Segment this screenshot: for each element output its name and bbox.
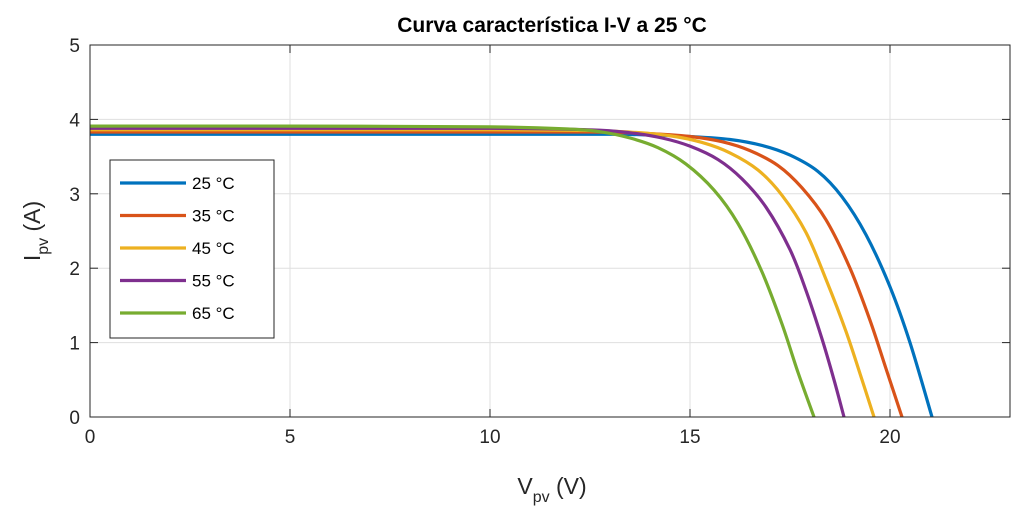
- legend-label-1: 25 °C: [192, 174, 235, 193]
- plot-frame: [89, 44, 1011, 418]
- y-tick-label: 3: [69, 185, 80, 206]
- y-tick-label: 0: [69, 408, 80, 429]
- legend-label-3: 45 °C: [192, 239, 235, 258]
- x-axis-label-main: V: [517, 473, 533, 499]
- x-tick-label: 20: [879, 427, 900, 448]
- y-axis-label-sub: pv: [35, 238, 52, 255]
- x-axis-label: Vpv (V): [517, 473, 586, 506]
- legend-label-4: 55 °C: [192, 272, 235, 291]
- series-line-5: [89, 124, 816, 418]
- chart-title: Curva característica I-V a 25 °C: [397, 14, 707, 37]
- x-axis-label-sub: pv: [533, 489, 550, 506]
- tick-labels: 0 5 10 15 20 0 1 2 3 4 5: [69, 36, 900, 448]
- y-tick-label: 2: [69, 259, 80, 280]
- y-axis-label-main: I: [19, 255, 45, 261]
- x-tick-label: 15: [679, 427, 700, 448]
- legend-label-5: 65 °C: [192, 304, 235, 323]
- y-tick-label: 4: [69, 110, 80, 131]
- y-axis-label-unit: (A): [19, 201, 45, 238]
- y-tick-label: 1: [69, 334, 80, 355]
- ticks: [89, 44, 1010, 418]
- x-tick-label: 10: [479, 427, 500, 448]
- x-tick-label: 5: [285, 427, 296, 448]
- series-line-2: [90, 130, 904, 418]
- series-group: [89, 124, 934, 418]
- y-axis-label: Ipv (A): [19, 201, 52, 261]
- legend-label-2: 35 °C: [192, 207, 235, 226]
- series-line-1: [90, 132, 934, 418]
- x-axis-label-unit: (V): [550, 473, 587, 499]
- legend: 25 °C 35 °C 45 °C 55 °C 65 °C: [109, 159, 275, 339]
- series-line-4: [89, 126, 846, 418]
- y-tick-label: 5: [69, 36, 80, 57]
- x-tick-label: 0: [85, 427, 96, 448]
